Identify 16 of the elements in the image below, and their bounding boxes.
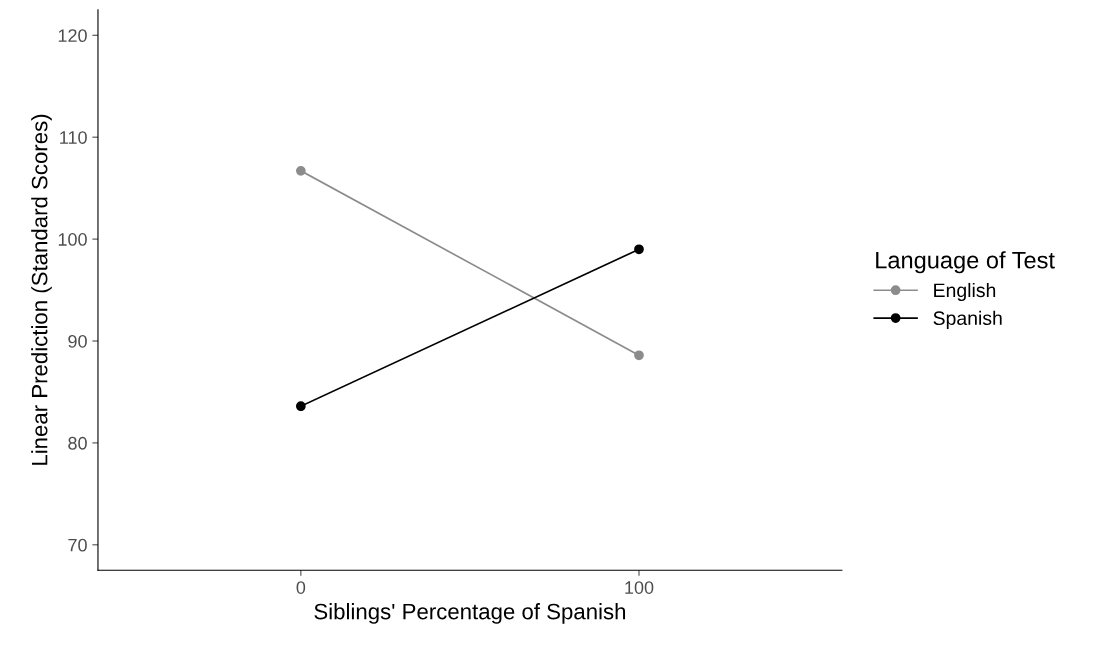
y-tick-label: 80 [68,436,87,450]
y-tick-label: 100 [58,233,87,246]
legend-label: English [934,282,996,302]
x-tick-label: 0 [296,581,306,594]
point [634,350,644,361]
y-tick-label: 90 [68,334,87,348]
y-tick-label: 120 [58,29,87,43]
y-tick-label: 70 [68,538,87,552]
legend-title: Language of Test [876,251,1055,274]
point [634,244,644,255]
point [295,401,306,412]
x-axis-title: Siblings' Percentage of Spanish [314,603,626,624]
legend-label: Spanish [933,310,1002,329]
y-axis-title: Linear Prediction (Standard Scores) [31,114,52,465]
point [295,165,306,176]
y-tick-label: 110 [60,131,87,144]
